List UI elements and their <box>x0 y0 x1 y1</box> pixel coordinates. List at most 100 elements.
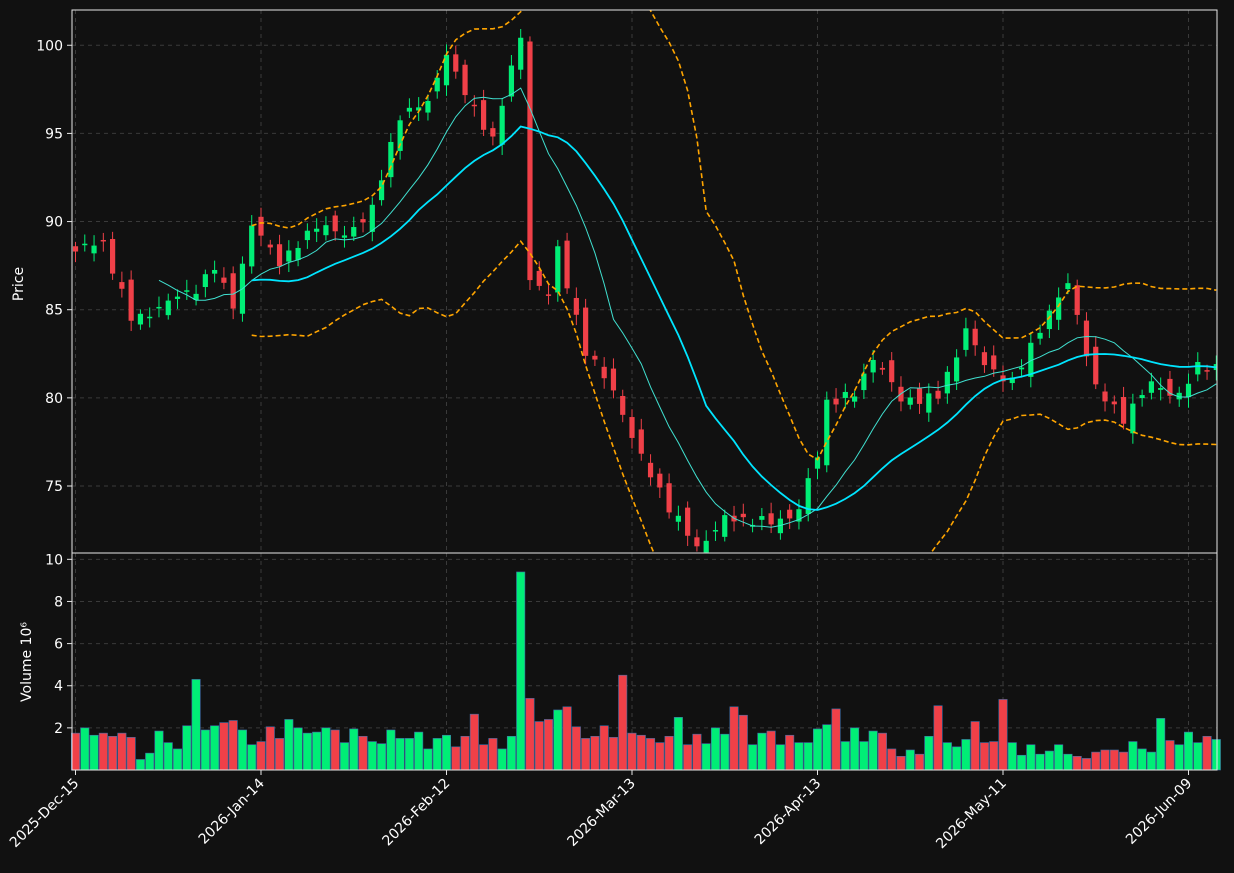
volume-bar <box>1091 751 1101 771</box>
volume-bar <box>460 735 470 771</box>
candle-body <box>1083 320 1090 357</box>
volume-bar <box>989 741 999 771</box>
volume-bar <box>655 742 665 771</box>
price-ytick-label: 80 <box>45 391 63 407</box>
candle-body <box>963 328 969 350</box>
candle-body <box>1176 392 1182 400</box>
xtick-label: 2026-Jan-14 <box>196 775 268 847</box>
candle-body <box>82 243 88 246</box>
volume-bar <box>1165 740 1175 771</box>
volume-ytick-label: 4 <box>54 679 63 695</box>
volume-bar <box>479 744 489 771</box>
volume-bar <box>998 699 1008 771</box>
volume-bar <box>1044 750 1054 771</box>
candle-body <box>703 540 709 553</box>
candle-body <box>740 513 746 518</box>
volume-bar <box>840 741 850 771</box>
volume-bar <box>377 743 387 771</box>
xtick-label: 2026-Feb-12 <box>380 776 454 850</box>
candle-body <box>128 279 134 321</box>
volume-bar <box>794 742 804 771</box>
volume-bar <box>284 719 294 771</box>
volume-bar <box>1054 744 1064 771</box>
candle-body <box>434 77 440 92</box>
candle-body <box>972 328 978 346</box>
volume-bar <box>488 738 498 771</box>
x-axis: 2025-Dec-15 2026-Jan-14 2026-Feb-12 2026-Ma… <box>7 770 1195 852</box>
candle-body <box>258 216 264 236</box>
volume-bar <box>432 738 442 771</box>
candle-body <box>536 270 542 286</box>
candle-body <box>879 367 886 370</box>
volume-bar <box>553 709 563 771</box>
volume-ytick-label: 8 <box>54 594 63 610</box>
volume-bar <box>1193 742 1203 771</box>
volume-bar <box>748 744 758 771</box>
volume-bar <box>1119 751 1129 771</box>
volume-panel-frame <box>71 552 1218 771</box>
volume-bar <box>1184 731 1194 771</box>
volume-bar <box>451 746 461 771</box>
candle-body <box>833 398 839 405</box>
volume-bar <box>126 737 136 771</box>
candle-body <box>852 396 858 402</box>
volume-bar <box>757 732 767 771</box>
volume-bar <box>71 732 81 771</box>
candle-body <box>518 37 524 70</box>
candle-body <box>796 509 802 522</box>
volume-bar <box>154 730 164 771</box>
candle-body <box>1056 297 1062 320</box>
volume-bar <box>293 727 303 771</box>
volume-bar <box>358 735 368 771</box>
candle-body <box>137 313 144 325</box>
volume-bar <box>738 714 748 771</box>
candle-body <box>1102 391 1108 402</box>
volume-bar <box>618 674 628 771</box>
volume-bar <box>942 742 952 771</box>
volume-bar <box>590 735 600 771</box>
volume-bar <box>386 729 396 771</box>
volume-bar <box>544 719 554 771</box>
candle-body <box>193 293 199 300</box>
volume-bar <box>803 742 813 771</box>
volume-bar <box>905 749 915 771</box>
volume-bar <box>581 738 591 771</box>
volume-bar <box>89 734 99 771</box>
candle-body <box>332 215 338 232</box>
volume-bar <box>469 713 479 771</box>
volume-bar <box>877 732 887 771</box>
volume-bar <box>1026 744 1036 771</box>
volume-bar <box>237 729 247 771</box>
volume-bar <box>1007 742 1017 771</box>
upper-band-line <box>251 10 1217 461</box>
candle-body <box>406 107 412 112</box>
candle-body <box>323 225 329 236</box>
volume-bar <box>1128 741 1138 771</box>
candle-body <box>416 107 422 111</box>
candle-body <box>91 245 97 254</box>
candle-body <box>72 246 79 252</box>
candle-body <box>499 105 505 145</box>
candle-body <box>824 399 830 466</box>
candle-body <box>944 371 950 394</box>
volume-bar <box>321 727 331 771</box>
candle-body <box>295 247 301 260</box>
candle-body <box>657 473 663 488</box>
volume-bar <box>664 735 674 771</box>
volume-bar <box>859 741 869 771</box>
volume-bar <box>1146 751 1156 771</box>
candle-body <box>156 306 162 309</box>
volume-bar <box>135 759 145 771</box>
candle-body <box>685 507 691 536</box>
candle-body <box>666 483 672 513</box>
candle-body <box>842 391 848 398</box>
volume-bar <box>108 735 118 771</box>
volume-bar <box>1202 735 1212 771</box>
candle-body <box>889 360 895 383</box>
candle-body <box>147 316 153 319</box>
candle-body <box>805 478 811 514</box>
candle-body <box>360 219 366 223</box>
candle-body <box>1074 285 1080 315</box>
candle-body <box>870 359 876 373</box>
candle-body <box>1120 397 1127 424</box>
